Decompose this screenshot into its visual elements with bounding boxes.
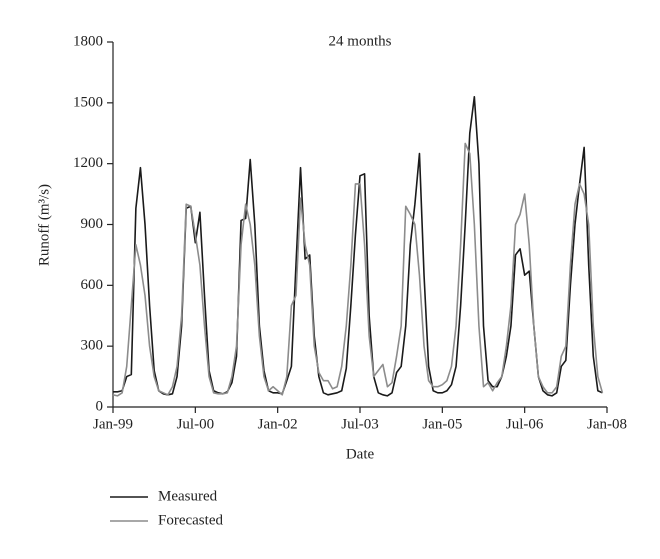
y-tick-label: 300 <box>81 338 104 354</box>
legend-label: Forecasted <box>158 512 223 528</box>
x-tick-label: Jul-03 <box>341 416 379 432</box>
series-line <box>113 95 603 397</box>
x-tick-label: Jan-05 <box>422 416 462 432</box>
x-axis-label: Date <box>346 446 375 462</box>
y-tick-label: 1500 <box>73 94 103 110</box>
x-tick-label: Jan-02 <box>258 416 298 432</box>
y-tick-label: 900 <box>81 216 104 232</box>
x-tick-label: Jul-00 <box>177 416 215 432</box>
y-tick-label: 1800 <box>73 33 103 49</box>
x-tick-label: Jan-99 <box>93 416 133 432</box>
y-tick-label: 1200 <box>73 155 103 171</box>
legend-label: Measured <box>158 488 218 504</box>
series-line <box>112 142 604 397</box>
y-axis-label: Runoff (m³/s) <box>36 184 52 266</box>
x-tick-label: Jan-08 <box>587 416 627 432</box>
y-tick-label: 600 <box>81 277 104 293</box>
annotation: 24 months <box>329 33 392 49</box>
x-tick-label: Jul-06 <box>506 416 544 432</box>
y-tick-label: 0 <box>96 398 104 414</box>
